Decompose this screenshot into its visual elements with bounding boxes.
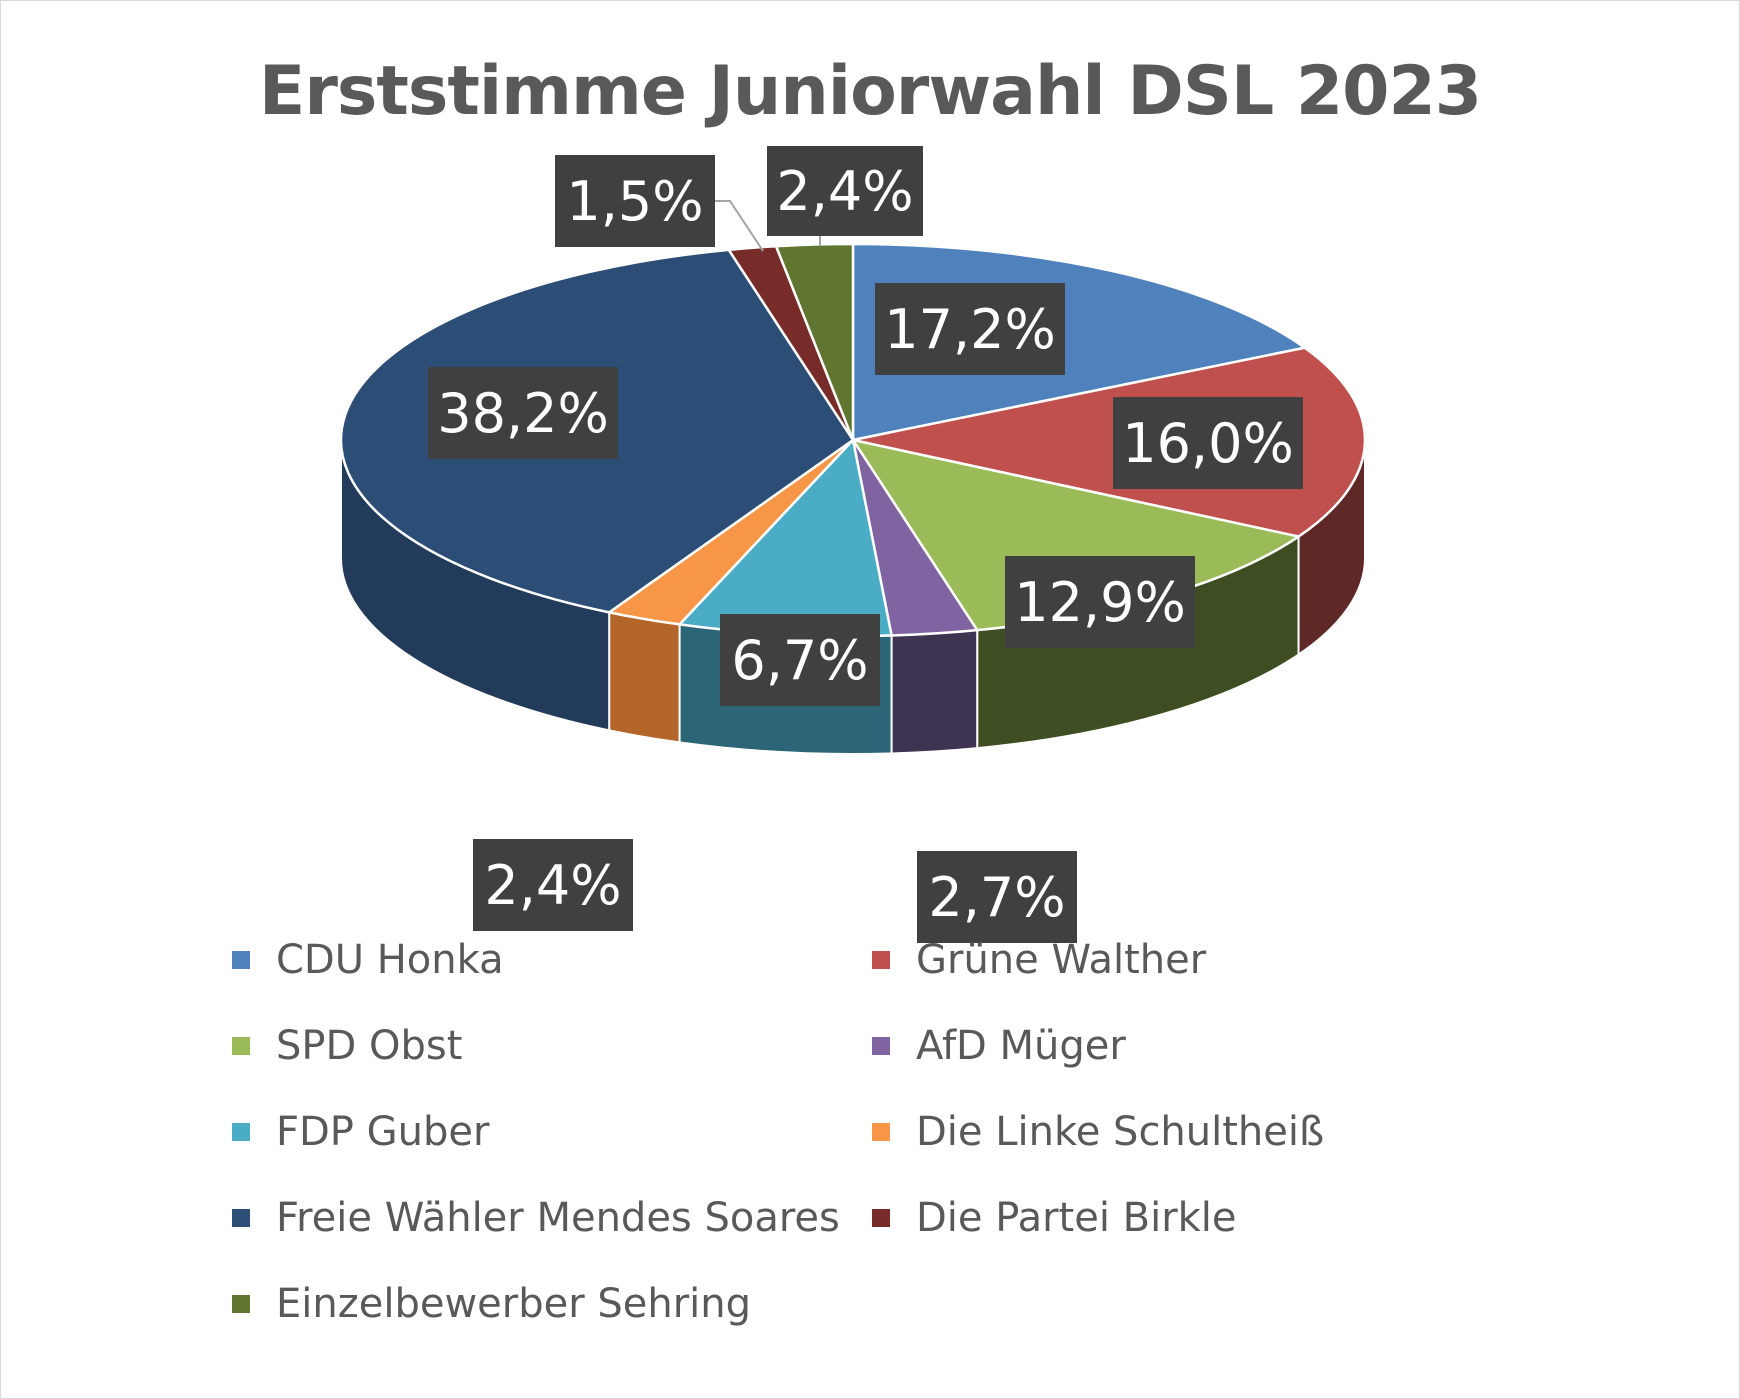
slice-einzelbewerber-sehring	[774, 242, 855, 442]
legend-item-grune-walther: Grüne Walther	[872, 930, 1206, 990]
legend-item-spd-obst: SPD Obst	[232, 1016, 462, 1076]
leader-lines	[715, 200, 821, 252]
legend-label: Die Linke Schultheiß	[916, 1109, 1325, 1155]
data-label-spd-obst: 12,9%	[1005, 556, 1195, 648]
legend-swatch	[872, 1037, 890, 1055]
data-label-text: 2,4%	[484, 854, 621, 917]
data-label-freie-wahler-mendes-soares: 38,2%	[428, 367, 618, 459]
legend-label: Einzelbewerber Sehring	[276, 1281, 752, 1327]
legend-item-einzelbewerber-sehring: Einzelbewerber Sehring	[232, 1274, 751, 1334]
legend-item-die-linke-schultheiss: Die Linke Schultheiß	[872, 1102, 1324, 1162]
data-label-fdp-guber: 6,7%	[720, 614, 880, 706]
legend-swatch	[232, 951, 250, 969]
data-label-box	[473, 839, 633, 931]
data-label-box	[1005, 556, 1195, 648]
data-label-die-linke-schultheiss: 2,4%	[473, 839, 633, 931]
legend-swatch	[232, 1123, 250, 1141]
legend-item-freie-wahler-mendes-soares: Freie Wähler Mendes Soares	[232, 1188, 840, 1248]
data-label-text: 17,2%	[884, 298, 1056, 361]
data-label-text: 1,5%	[566, 170, 703, 233]
legend-swatch	[232, 1295, 250, 1313]
data-label-text: 2,7%	[928, 866, 1065, 929]
legend-swatch	[872, 951, 890, 969]
data-labels: 17,2% 16,0% 12,9% 2,7% 6,7% 2,4% 38,2% 1,5% 2,4%	[428, 146, 1303, 943]
data-label-text: 6,7%	[731, 629, 868, 692]
legend-item-die-partei-birkle: Die Partei Birkle	[872, 1188, 1237, 1248]
data-label-grune-walther: 16,0%	[1113, 397, 1303, 489]
data-label-box	[875, 283, 1065, 375]
legend-swatch	[232, 1037, 250, 1055]
legend-label: Freie Wähler Mendes Soares	[276, 1195, 840, 1241]
legend-label: AfD Müger	[916, 1023, 1126, 1069]
data-label-box	[767, 146, 923, 236]
legend-swatch	[872, 1209, 890, 1227]
chart-title: Erststimme Juniorwahl DSL 2023	[258, 52, 1482, 131]
data-label-cdu-honka: 17,2%	[875, 283, 1065, 375]
legend-label: Die Partei Birkle	[916, 1195, 1237, 1241]
data-label-box	[428, 367, 618, 459]
data-label-box	[720, 614, 880, 706]
slice-grune-walther	[851, 346, 1367, 538]
data-label-text: 16,0%	[1122, 412, 1294, 475]
legend-item-afd-muger: AfD Müger	[872, 1016, 1126, 1076]
leader-line-die-partei-birkle	[715, 200, 764, 252]
legend-item-fdp-guber: FDP Guber	[232, 1102, 489, 1162]
data-label-box	[555, 155, 715, 247]
data-label-box	[1113, 397, 1303, 489]
legend-label: Grüne Walther	[916, 937, 1207, 983]
data-label-die-partei-birkle: 1,5%	[555, 155, 715, 247]
legend-swatch	[872, 1123, 890, 1141]
legend-item-cdu-honka: CDU Honka	[232, 930, 504, 990]
legend-swatch	[232, 1209, 250, 1227]
data-label-box	[917, 851, 1077, 943]
legend-label: SPD Obst	[276, 1023, 463, 1069]
legend-label: FDP Guber	[276, 1109, 490, 1155]
side-afd-muger	[890, 629, 979, 755]
legend-label: CDU Honka	[276, 937, 504, 983]
data-label-einzelbewerber-sehring: 2,4%	[767, 146, 923, 236]
side-die-linke-schultheiss	[608, 611, 681, 744]
data-label-text: 38,2%	[437, 382, 609, 445]
data-label-text: 12,9%	[1014, 571, 1186, 634]
data-label-afd-muger: 2,7%	[917, 851, 1077, 943]
data-label-text: 2,4%	[776, 160, 913, 223]
